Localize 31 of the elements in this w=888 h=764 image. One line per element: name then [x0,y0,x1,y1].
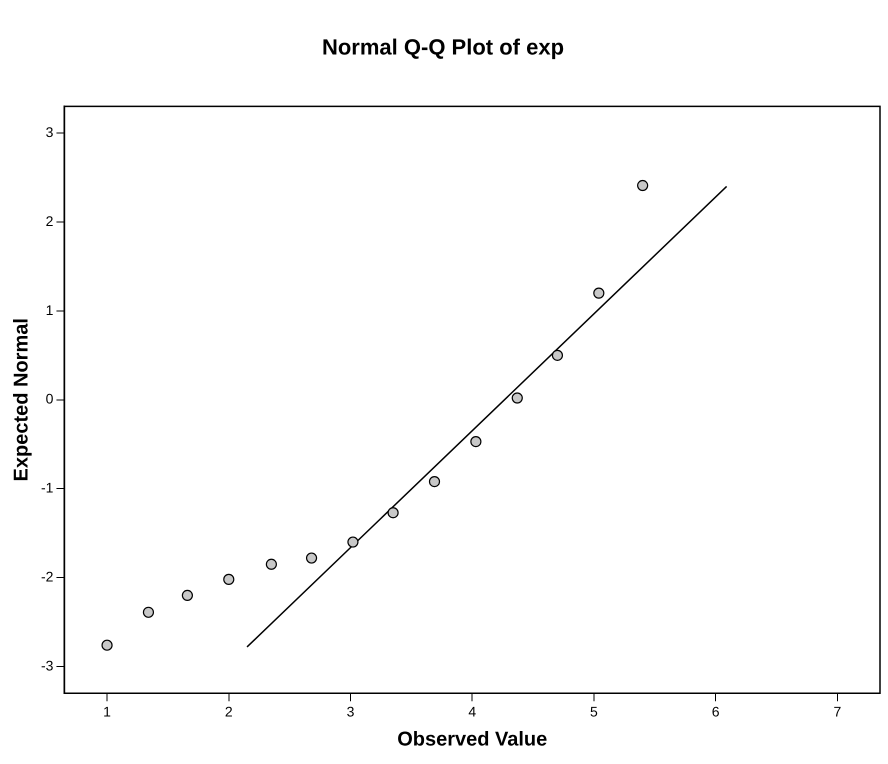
point [101,640,113,651]
x-tick-label: 1 [103,703,112,720]
point [512,392,523,404]
point [470,436,482,448]
point [552,350,564,361]
point [388,507,399,518]
chart-title: Normal Q-Q Plot of exp [322,34,564,60]
point [347,536,359,548]
x-tick-label: 3 [346,703,355,720]
point [593,288,604,299]
point [637,180,648,192]
y-tick-label: 0 [46,390,54,407]
y-tick-label: 1 [46,302,54,318]
point [266,558,277,570]
point [428,476,440,488]
y-tick-label: -3 [40,657,54,674]
y-tick-label: -2 [40,568,54,584]
y-tick-label: -1 [40,480,54,496]
x-tick-label: 2 [224,703,233,720]
x-tick-label: 5 [590,703,598,720]
x-tick-label: 7 [834,703,842,720]
y-axis-title: Expected Normal [10,318,33,482]
y-tick-label: 2 [46,212,54,229]
x-axis-title: Observed Value [397,728,548,751]
x-tick-label: 4 [468,703,476,720]
x-tick-label: 6 [712,703,720,720]
point [306,552,318,564]
point [142,606,154,618]
point [182,590,193,601]
point [223,574,234,585]
y-tick-label: 3 [46,124,54,140]
